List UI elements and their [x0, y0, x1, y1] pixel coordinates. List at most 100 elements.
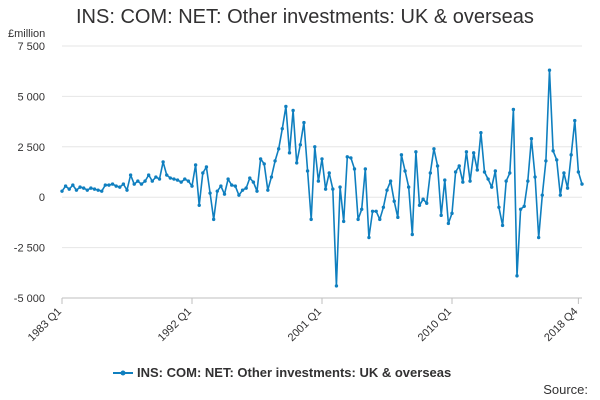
- data-point: [71, 183, 75, 187]
- data-point: [143, 179, 147, 183]
- data-point: [157, 177, 162, 181]
- data-point: [284, 104, 288, 109]
- data-point: [464, 150, 469, 154]
- data-point: [60, 189, 64, 193]
- data-point: [580, 182, 584, 186]
- data-point: [569, 153, 573, 157]
- data-point: [338, 185, 342, 189]
- data-point: [526, 179, 530, 183]
- legend[interactable]: INS: COM: NET: Other investments: UK & o…: [113, 365, 451, 380]
- data-point: [573, 118, 577, 123]
- data-point: [219, 184, 223, 188]
- data-point: [417, 203, 422, 207]
- data-point: [121, 182, 126, 186]
- data-point: [493, 169, 498, 173]
- data-point: [558, 193, 563, 197]
- data-point: [363, 167, 368, 171]
- data-point: [392, 199, 396, 203]
- data-point: [562, 171, 566, 175]
- data-point: [305, 169, 310, 173]
- data-point: [341, 219, 346, 224]
- grid-layer: [62, 45, 582, 299]
- data-point: [183, 177, 187, 181]
- series-layer: [60, 68, 584, 288]
- data-point: [215, 189, 219, 193]
- data-point: [302, 120, 306, 125]
- data-point: [309, 217, 313, 222]
- data-point: [63, 184, 68, 188]
- data-point: [175, 178, 180, 182]
- data-point: [298, 143, 303, 147]
- legend-label: INS: COM: NET: Other investments: UK & o…: [137, 365, 451, 380]
- data-point: [396, 215, 400, 220]
- data-point: [378, 217, 382, 222]
- x-tick-label: 2010 Q1: [416, 306, 454, 344]
- data-point: [555, 158, 559, 162]
- data-point: [479, 130, 483, 135]
- y-tick-label: 7 500: [17, 41, 45, 53]
- data-point: [327, 171, 331, 175]
- data-point: [89, 186, 93, 190]
- y-tick-label: -5 000: [14, 293, 45, 305]
- data-point: [132, 182, 136, 186]
- data-point: [536, 235, 541, 240]
- series-line: [61, 69, 583, 287]
- data-point: [136, 179, 140, 183]
- data-point: [92, 187, 97, 191]
- data-point: [518, 207, 523, 211]
- data-point: [240, 188, 245, 192]
- data-point: [540, 193, 544, 197]
- data-point: [490, 185, 494, 189]
- data-point: [193, 163, 198, 167]
- data-point: [385, 188, 389, 192]
- data-point: [399, 153, 404, 157]
- data-point: [291, 108, 295, 113]
- data-point: [410, 232, 414, 237]
- data-point: [74, 188, 79, 192]
- data-point: [295, 161, 299, 165]
- data-point: [287, 151, 292, 155]
- data-point: [128, 173, 133, 177]
- data-point: [529, 137, 534, 141]
- data-point: [258, 157, 263, 161]
- data-point: [435, 164, 440, 168]
- data-point: [482, 170, 487, 174]
- data-point: [233, 184, 238, 188]
- y-tick-label: -2 500: [14, 243, 45, 255]
- data-point: [367, 235, 371, 240]
- data-point: [139, 182, 144, 186]
- data-point: [201, 171, 205, 175]
- data-point: [110, 182, 115, 186]
- data-point: [475, 168, 479, 172]
- data-point: [565, 186, 570, 190]
- data-point: [248, 176, 252, 180]
- data-point: [125, 188, 129, 192]
- data-point: [118, 185, 122, 189]
- data-point: [576, 170, 581, 174]
- data-point: [78, 185, 82, 189]
- data-point: [85, 188, 89, 192]
- data-point: [81, 186, 86, 190]
- data-point: [428, 171, 433, 175]
- x-tick-label: 1983 Q1: [26, 306, 64, 344]
- x-tick-label: 2001 Q1: [286, 306, 324, 344]
- data-point: [96, 188, 100, 192]
- data-point: [533, 175, 537, 179]
- data-point: [323, 187, 328, 191]
- data-point: [273, 159, 277, 163]
- data-point: [421, 197, 425, 201]
- data-point: [406, 185, 411, 189]
- source-label: Source:: [543, 382, 588, 397]
- data-point: [486, 177, 490, 181]
- data-point: [432, 147, 436, 151]
- data-point: [334, 284, 339, 288]
- data-point: [446, 221, 451, 226]
- data-point: [204, 165, 209, 169]
- data-point: [269, 175, 274, 179]
- x-tick-label: 1992 Q1: [156, 306, 194, 344]
- data-point: [230, 183, 234, 187]
- data-point: [190, 184, 194, 188]
- data-point: [388, 179, 393, 183]
